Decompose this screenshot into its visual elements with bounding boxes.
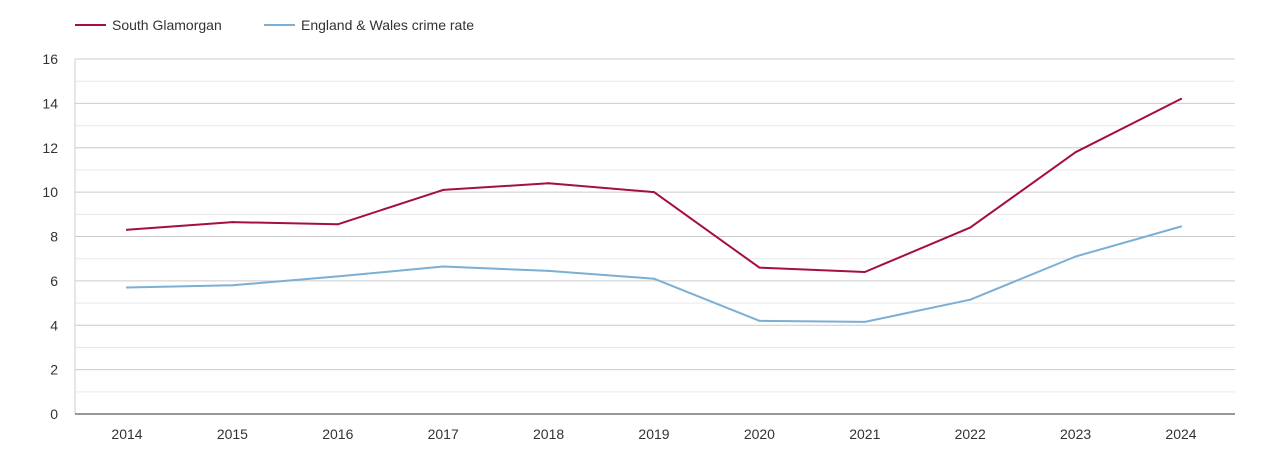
y-tick-label: 14 (42, 95, 58, 111)
legend-item-south-glamorgan[interactable]: South Glamorgan (75, 17, 222, 33)
data-point-england-wales-crime-rate[interactable] (547, 269, 550, 272)
data-point-england-wales-crime-rate[interactable] (758, 319, 761, 322)
data-point-south-glamorgan[interactable] (1180, 97, 1182, 100)
data-point-england-wales-crime-rate[interactable] (1074, 255, 1077, 258)
x-tick-label: 2020 (744, 426, 775, 442)
x-tick-label: 2014 (111, 426, 142, 442)
y-tick-label: 8 (50, 229, 58, 245)
data-point-south-glamorgan[interactable] (126, 228, 128, 231)
y-tick-label: 6 (50, 273, 58, 289)
data-point-england-wales-crime-rate[interactable] (863, 320, 866, 323)
data-point-england-wales-crime-rate[interactable] (126, 286, 128, 289)
y-tick-label: 4 (50, 317, 58, 333)
data-point-south-glamorgan[interactable] (758, 266, 761, 269)
data-point-england-wales-crime-rate[interactable] (653, 277, 655, 280)
data-point-south-glamorgan[interactable] (969, 226, 972, 229)
data-point-england-wales-crime-rate[interactable] (969, 298, 972, 301)
y-axis: 0 2 4 6 8 10 12 14 16 (42, 51, 76, 422)
x-tick-label: 2021 (849, 426, 880, 442)
series-line-england-wales-crime-rate[interactable] (126, 225, 1182, 323)
legend: South Glamorgan England & Wales crime ra… (75, 17, 474, 33)
y-tick-label: 0 (50, 406, 58, 422)
x-tick-label: 2017 (428, 426, 459, 442)
grid (75, 58, 1235, 393)
y-tick-label: 12 (42, 140, 58, 156)
x-tick-label: 2019 (638, 426, 669, 442)
y-tick-label: 2 (50, 362, 58, 378)
x-tick-label: 2023 (1060, 426, 1091, 442)
data-point-england-wales-crime-rate[interactable] (442, 265, 445, 268)
y-tick-label: 10 (42, 184, 58, 200)
x-tick-label: 2024 (1165, 426, 1196, 442)
data-point-england-wales-crime-rate[interactable] (336, 275, 339, 278)
data-point-england-wales-crime-rate[interactable] (231, 284, 234, 287)
data-point-south-glamorgan[interactable] (231, 221, 234, 224)
legend-item-england-wales[interactable]: England & Wales crime rate (264, 17, 474, 33)
data-point-south-glamorgan[interactable] (1074, 151, 1077, 154)
data-point-south-glamorgan[interactable] (336, 223, 339, 226)
data-point-south-glamorgan[interactable] (863, 271, 866, 273)
series-group (126, 97, 1182, 323)
x-axis: 2014 2015 2016 2017 2018 2019 2020 2021 2022 2023… (75, 413, 1235, 442)
data-point-south-glamorgan[interactable] (442, 188, 445, 191)
legend-label-england-wales: England & Wales crime rate (301, 17, 474, 33)
x-tick-label: 2015 (217, 426, 248, 442)
series-line-south-glamorgan[interactable] (126, 97, 1182, 273)
x-tick-label: 2022 (955, 426, 986, 442)
data-point-south-glamorgan[interactable] (653, 191, 655, 194)
data-point-south-glamorgan[interactable] (547, 182, 550, 185)
legend-label-south-glamorgan: South Glamorgan (112, 17, 222, 33)
x-tick-label: 2018 (533, 426, 564, 442)
y-tick-label: 16 (42, 51, 58, 67)
x-tick-label: 2016 (322, 426, 353, 442)
data-point-england-wales-crime-rate[interactable] (1180, 225, 1182, 228)
